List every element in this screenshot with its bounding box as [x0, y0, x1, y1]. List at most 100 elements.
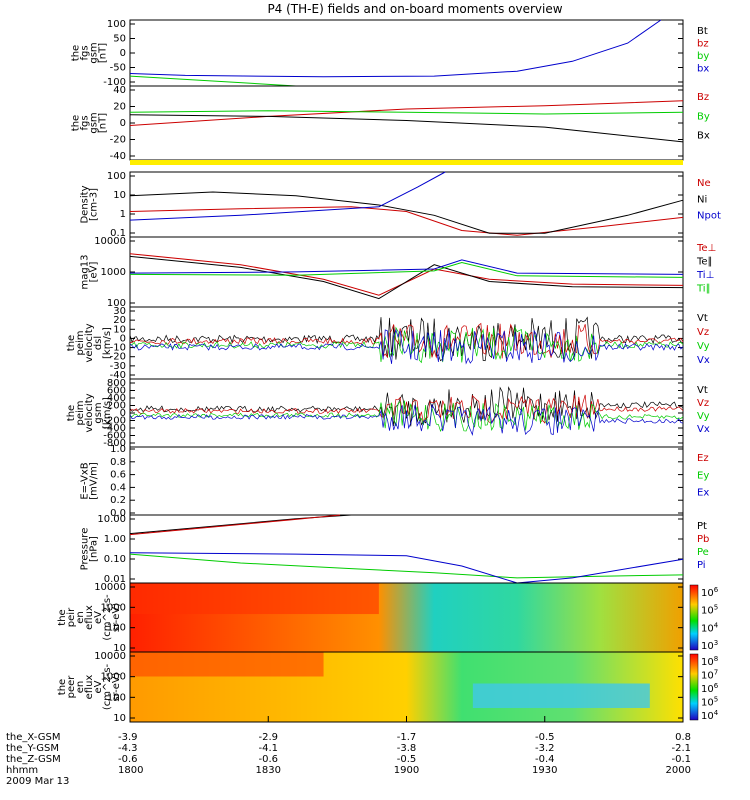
y-tick-label: 200 — [107, 401, 126, 412]
y-tick-label: 800 — [107, 378, 126, 389]
eph-value: -0.6 — [258, 754, 278, 765]
legend-Vt: Vt — [697, 313, 708, 324]
y-axis-label: [km/s] — [102, 327, 113, 359]
series-Ti⊥ — [129, 259, 684, 275]
y-tick-label: 0.10 — [104, 554, 126, 565]
y-axis-label: sr-eV) — [111, 603, 122, 632]
y-axis-label: [mV/m] — [89, 462, 100, 500]
legend-Te⊥: Te⊥ — [696, 243, 716, 254]
colorbar-label: 105 — [701, 696, 718, 709]
y-tick-label: 10000 — [94, 651, 126, 662]
y-tick-label: -40 — [110, 370, 126, 381]
y-tick-label: -50 — [110, 63, 126, 74]
ephemeris-block: the_X-GSM the_Y-GSM the_Z-GSM hhmm 2009 … — [6, 732, 691, 787]
eph-value: 2000 — [666, 765, 691, 776]
eph-value: -3.2 — [535, 743, 555, 754]
eph-value: -2.1 — [671, 743, 691, 754]
spectrogram-patch — [130, 652, 324, 677]
legend-Vx: Vx — [697, 424, 710, 435]
y-axis-label: [nT] — [98, 43, 109, 63]
eph-value: -2.9 — [258, 732, 278, 743]
y-tick-label: 0.4 — [110, 482, 126, 493]
y-tick-label: -100 — [103, 77, 126, 88]
y-tick-label: 400 — [107, 393, 126, 404]
panel-peir_spectrogram: 106 105 104 103 10000 1000 100 10 thepeireneflux… — [57, 582, 719, 654]
series-Vy — [129, 326, 684, 364]
y-tick-label: 1.0 — [110, 444, 126, 455]
series-Npot — [129, 171, 446, 221]
y-axis-label: gsm — [93, 402, 104, 423]
y-axis-label: the — [66, 335, 77, 351]
y-tick-label: 0 — [120, 333, 126, 344]
legend-Ti⊥: Ti⊥ — [696, 270, 714, 281]
y-axis-label: gsm — [89, 112, 100, 133]
series-Bx — [129, 114, 684, 143]
y-axis-label: (cm^2-s- — [102, 594, 113, 641]
series-Vt — [129, 386, 684, 427]
colorbar — [689, 653, 699, 721]
panel-frame — [129, 171, 684, 238]
y-axis-label: fgs — [80, 45, 91, 60]
y-tick-label: 100 — [107, 692, 126, 703]
series-Pe — [129, 553, 684, 579]
y-tick-label: 0.01 — [104, 574, 126, 585]
series-Ti∥ — [129, 261, 684, 278]
eph-date: 2009 Mar 13 — [6, 776, 69, 787]
legend-Pe: Pe — [697, 547, 709, 558]
y-axis-label: mag13 — [80, 255, 91, 290]
legend-Ne: Ne — [697, 178, 711, 189]
series-Vy — [130, 400, 684, 432]
y-axis-label: Pressure — [80, 528, 91, 571]
legend-Bt: Bt — [697, 26, 708, 37]
panel-efield: 1.0 0.8 0.60.4 0.2 0.0 E=-VxB[mV/m] Ez Ey Ex — [80, 444, 710, 519]
y-axis-label: the — [71, 115, 82, 131]
y-tick-label: 100 — [107, 19, 126, 30]
y-tick-label: 0.1 — [110, 228, 126, 239]
y-axis-label: the — [71, 45, 82, 61]
y-axis-label: eflux — [84, 605, 95, 630]
colorbar-label: 105 — [701, 604, 718, 617]
colorbar-label: 106 — [701, 586, 719, 599]
y-tick-label: 20 — [113, 315, 126, 326]
legend-Bx: Bx — [697, 131, 710, 142]
y-tick-label: 10 — [113, 713, 126, 724]
legend-Bz: Bz — [697, 92, 709, 103]
y-tick-label: -40 — [110, 151, 126, 162]
colorbar-label: 106 — [701, 682, 719, 695]
y-axis-label: peim — [75, 330, 86, 355]
eph-value: 0.8 — [675, 732, 691, 743]
y-axis-label: peer — [66, 675, 77, 699]
y-tick-label: 0 — [120, 408, 126, 419]
y-axis-label: en — [75, 611, 86, 624]
legend-Ey: Ey — [697, 470, 709, 481]
y-tick-label: 10000 — [94, 236, 126, 247]
colorbar-label: 108 — [701, 655, 718, 668]
y-axis-label: eV — [93, 611, 104, 624]
eph-value: -0.5 — [397, 754, 417, 765]
y-tick-label: -20 — [110, 352, 126, 363]
spectrogram-patch — [472, 683, 650, 708]
colorbar — [689, 584, 699, 651]
eph-label-z: the_Z-GSM — [6, 754, 61, 765]
legend-Vz: Vz — [697, 327, 709, 338]
figure-title: P4 (TH-E) fields and on-board moments ov… — [267, 2, 562, 16]
legend-bx: bx — [697, 64, 709, 75]
y-tick-label: 10 — [113, 324, 126, 335]
eph-value: 1900 — [394, 765, 419, 776]
legend-Vx: Vx — [697, 355, 710, 366]
panel-temperature: 10000 1000 100 mag13[eV] Te⊥ Te∥ Ti⊥ Ti∥ — [80, 236, 717, 309]
legend-Ex: Ex — [697, 488, 709, 499]
series-Vz — [129, 322, 684, 359]
series-bx — [129, 19, 662, 78]
eph-value: -3.9 — [118, 732, 138, 743]
legend-Npot: Npot — [697, 211, 721, 222]
y-axis-label: peim — [75, 400, 86, 425]
legend-bz: bz — [697, 39, 709, 50]
legend-Vy: Vy — [697, 341, 710, 352]
y-axis-label: (cm^2-s- — [102, 663, 113, 710]
legend-Vt: Vt — [697, 385, 708, 396]
